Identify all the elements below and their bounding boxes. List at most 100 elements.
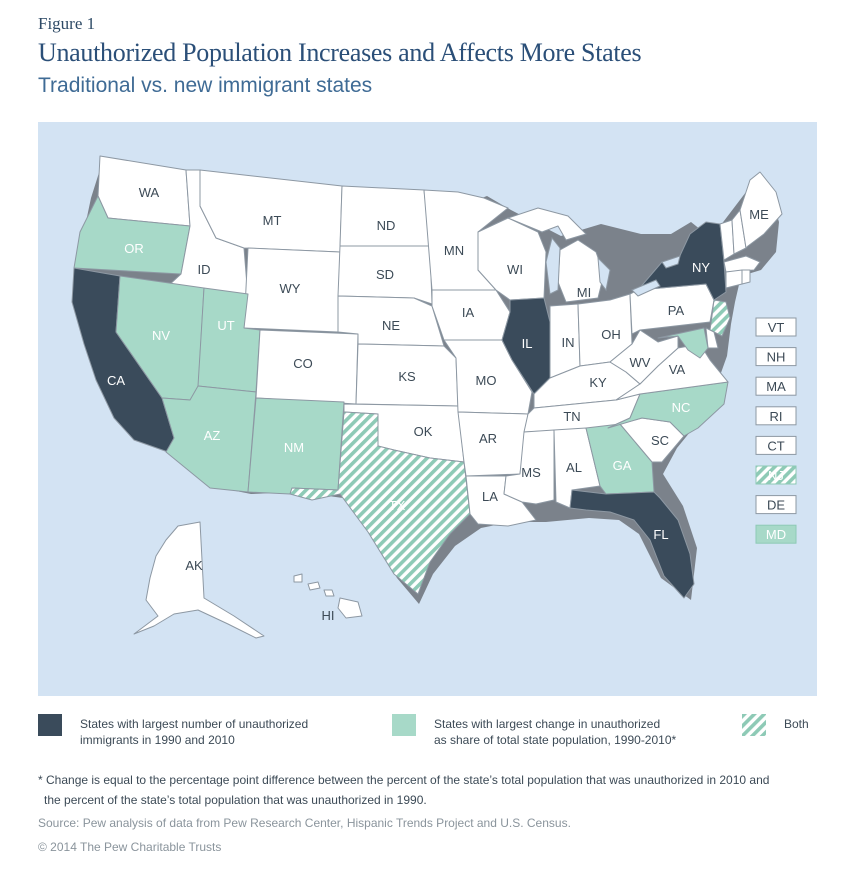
state-label-wi: WI (507, 262, 523, 277)
state-label-mt: MT (263, 213, 282, 228)
state-FL[interactable] (569, 489, 695, 599)
small-state-label-ma: MA (766, 379, 786, 394)
state-label-ia: IA (462, 305, 475, 320)
legend-swatch-largest-number (38, 714, 62, 736)
figure-label: Figure 1 (38, 14, 96, 33)
footnote: * Change is equal to the percentage poin… (38, 770, 817, 810)
small-state-label-ct: CT (767, 438, 784, 453)
state-label-mn: MN (444, 243, 464, 258)
legend-largest-number-line1: States with largest number of unauthoriz… (80, 717, 309, 731)
small-state-box-rect (755, 376, 797, 396)
state-SD[interactable] (337, 245, 433, 305)
small-state-label-ri: RI (770, 409, 783, 424)
state-label-tx: TX (389, 498, 406, 513)
state-DE[interactable] (705, 327, 719, 349)
state-MA[interactable] (723, 255, 761, 273)
source-note: Source: Pew analysis of data from Pew Re… (38, 816, 571, 830)
state-label-me: ME (749, 207, 769, 222)
state-label-sc: SC (651, 433, 669, 448)
footnote-line2: the percent of the state’s total populat… (44, 793, 427, 807)
state-label-or: OR (124, 241, 144, 256)
state-label-wa: WA (139, 185, 160, 200)
small-state-box-ma[interactable]: MA (755, 376, 797, 396)
state-label-tn: TN (563, 409, 580, 424)
small-state-label-vt: VT (768, 320, 785, 335)
state-label-in: IN (562, 335, 575, 350)
footnote-line1: * Change is equal to the percentage poin… (38, 773, 770, 787)
small-state-box-ri[interactable]: RI (755, 406, 797, 426)
small-state-box-nj[interactable]: NJ (755, 465, 797, 485)
state-AR[interactable] (457, 411, 529, 477)
state-label-ga: GA (613, 458, 632, 473)
us-map: WA OR CA ID NV MT WY UT AZ CO NM ND SD NE KS OK TX MN IA MO… (38, 122, 817, 696)
figure-title: Unauthorized Population Increases and Af… (38, 38, 642, 67)
state-label-al: AL (566, 460, 582, 475)
small-state-box-rect (755, 465, 797, 485)
state-label-la: LA (482, 489, 498, 504)
state-label-mi: MI (577, 285, 591, 300)
small-state-box-de[interactable]: DE (755, 495, 797, 515)
state-NJ[interactable] (709, 299, 731, 337)
small-state-box-nh[interactable]: NH (755, 347, 797, 367)
small-state-box-md[interactable]: MD (755, 524, 797, 544)
small-state-label-de: DE (767, 498, 785, 513)
state-ND[interactable] (339, 185, 431, 247)
state-label-ny: NY (692, 260, 710, 275)
state-label-wy: WY (280, 281, 301, 296)
state-label-az: AZ (204, 428, 221, 443)
state-label-nm: NM (284, 440, 304, 455)
small-state-box-rect (755, 347, 797, 367)
legend-largest-number-line2: immigrants in 1990 and 2010 (80, 733, 235, 747)
state-label-nv: NV (152, 328, 170, 343)
state-ME[interactable] (739, 171, 783, 249)
small-state-label-nh: NH (767, 350, 786, 365)
state-label-ok: OK (414, 424, 433, 439)
state-WV[interactable] (609, 329, 679, 385)
small-state-box-rect (755, 406, 797, 426)
small-state-label-nj: NJ (768, 468, 784, 483)
state-label-ak: AK (185, 558, 203, 573)
state-MD[interactable] (657, 327, 709, 359)
great-lakes (545, 236, 681, 297)
state-label-nd: ND (377, 218, 396, 233)
legend: States with largest number of unauthoriz… (38, 714, 817, 754)
state-AK[interactable] (133, 521, 265, 639)
state-label-ut: UT (217, 318, 234, 333)
legend-largest-change-line2: as share of total state population, 1990… (434, 733, 677, 747)
state-label-il: IL (522, 336, 533, 351)
state-label-fl: FL (653, 527, 668, 542)
small-state-box-ct[interactable]: CT (755, 435, 797, 455)
state-MI[interactable] (507, 207, 605, 303)
state-label-mo: MO (476, 373, 497, 388)
legend-label-both: Both (784, 717, 809, 731)
state-label-ms: MS (521, 465, 541, 480)
state-label-va: VA (669, 362, 686, 377)
state-label-ca: CA (107, 373, 125, 388)
state-label-sd: SD (376, 267, 394, 282)
state-label-pa: PA (668, 303, 685, 318)
legend-swatch-both (742, 714, 766, 736)
figure-subtitle: Traditional vs. new immigrant states (38, 74, 373, 97)
small-state-box-vt[interactable]: VT (755, 317, 797, 337)
state-RI[interactable] (741, 269, 751, 285)
state-label-co: CO (293, 356, 313, 371)
small-state-box-rect (755, 317, 797, 337)
state-label-oh: OH (601, 327, 621, 342)
small-state-box-rect (755, 524, 797, 544)
state-HI[interactable] (293, 573, 363, 619)
state-label-hi: HI (322, 608, 335, 623)
state-label-ar: AR (479, 431, 497, 446)
state-NC[interactable] (607, 381, 729, 437)
legend-label-largest-number: States with largest number of unauthoriz… (80, 716, 308, 748)
state-label-ks: KS (398, 369, 416, 384)
state-TX[interactable] (289, 411, 471, 595)
state-label-wv: WV (630, 355, 651, 370)
state-label-ky: KY (589, 375, 607, 390)
legend-largest-change-line1: States with largest change in unauthoriz… (434, 717, 661, 731)
small-state-label-md: MD (766, 527, 786, 542)
state-label-nc: NC (672, 400, 691, 415)
legend-swatch-largest-change (392, 714, 416, 736)
state-label-id: ID (198, 262, 211, 277)
small-state-box-rect (755, 495, 797, 515)
state-MS[interactable] (503, 429, 555, 505)
